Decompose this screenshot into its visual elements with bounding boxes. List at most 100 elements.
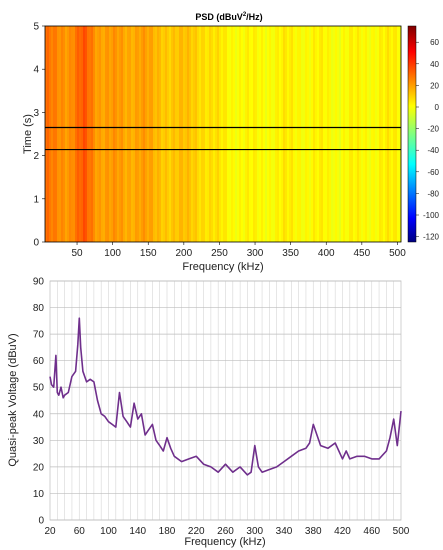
- heatmap-column: [155, 26, 158, 242]
- heatmap-column: [143, 26, 146, 242]
- heatmap-y-tick-label: 2: [33, 151, 39, 162]
- heatmap-column: [151, 26, 154, 242]
- heatmap-column: [255, 26, 258, 242]
- heatmap-column: [121, 26, 124, 242]
- heatmap-column: [83, 26, 86, 242]
- heatmap-column: [259, 26, 262, 242]
- heatmap-column: [105, 26, 108, 242]
- line-y-tick-label: 60: [33, 356, 45, 367]
- colorbar-tick-label: -40: [427, 146, 439, 155]
- colorbar: [407, 25, 417, 243]
- heatmap-y-tick-label: 0: [33, 238, 39, 249]
- heatmap-column: [55, 26, 58, 242]
- heatmap-column: [331, 26, 334, 242]
- heatmap-column: [161, 26, 164, 242]
- heatmap-column: [315, 26, 318, 242]
- heatmap-column: [187, 26, 190, 242]
- heatmap-column: [81, 26, 84, 242]
- heatmap-y-tick-label: 1: [33, 194, 39, 205]
- heatmap-column: [373, 26, 376, 242]
- heatmap-column: [225, 26, 228, 242]
- heatmap-column: [181, 26, 184, 242]
- heatmap-column: [229, 26, 232, 242]
- heatmap-column: [399, 26, 402, 242]
- heatmap-column: [321, 26, 324, 242]
- heatmap-column: [363, 26, 366, 242]
- line-y-axis-label: Quasi-peak Voltage (dBuV): [7, 333, 19, 466]
- heatmap-column: [241, 26, 244, 242]
- heatmap-column: [123, 26, 126, 242]
- line-y-ticks: 0 10 20 30 40 50 60 70 80 90: [33, 277, 45, 527]
- heatmap-column: [285, 26, 288, 242]
- line-x-tick-label: 20: [44, 526, 56, 537]
- colorbar-ticks: 60 40 20 0 -20 -40 -60 -80 -100 -120: [416, 38, 440, 242]
- heatmap-column: [209, 26, 212, 242]
- heatmap-column: [45, 26, 48, 242]
- heatmap-column: [49, 26, 52, 242]
- line-x-ticks: 20 60 100 140 180 220 260 300 340 380 420 460 500: [44, 526, 409, 537]
- colorbar-tick-label: 20: [430, 81, 439, 90]
- heatmap-column: [327, 26, 330, 242]
- heatmap-column: [57, 26, 60, 242]
- colorbar-tick-label: -120: [423, 233, 440, 242]
- heatmap-column: [59, 26, 62, 242]
- heatmap-marker-lines: [45, 126, 401, 151]
- heatmap-column: [283, 26, 286, 242]
- heatmap-column: [111, 26, 114, 242]
- heatmap-column: [397, 26, 400, 242]
- line-y-tick-label: 40: [33, 409, 45, 420]
- line-x-tick-label: 100: [100, 526, 117, 537]
- heatmap-column: [115, 26, 118, 242]
- heatmap-x-tick-label: 350: [282, 248, 299, 259]
- heatmap-frame: [44, 25, 402, 243]
- heatmap-column: [335, 26, 338, 242]
- heatmap-column: [61, 26, 64, 242]
- heatmap-column: [47, 26, 50, 242]
- heatmap-column: [129, 26, 132, 242]
- heatmap-column: [317, 26, 320, 242]
- heatmap-column: [77, 26, 80, 242]
- heatmap-column: [215, 26, 218, 242]
- heatmap-column: [271, 26, 274, 242]
- heatmap-column: [173, 26, 176, 242]
- heatmap-column: [93, 26, 96, 242]
- heatmap-column: [237, 26, 240, 242]
- line-x-axis-label: Frequency (kHz): [184, 536, 265, 548]
- heatmap-column: [387, 26, 390, 242]
- heatmap-column: [199, 26, 202, 242]
- heatmap-column: [355, 26, 358, 242]
- line-y-tick-label: 70: [33, 330, 45, 341]
- heatmap-column: [67, 26, 70, 242]
- heatmap-column: [205, 26, 208, 242]
- heatmap-column: [99, 26, 102, 242]
- heatmap-x-tick-label: 400: [318, 248, 335, 259]
- heatmap-column: [357, 26, 360, 242]
- heatmap-column: [97, 26, 100, 242]
- heatmap-y-tick-label: 3: [33, 108, 39, 119]
- heatmap-column: [307, 26, 310, 242]
- heatmap-column: [221, 26, 224, 242]
- heatmap-column: [247, 26, 250, 242]
- heatmap-column: [295, 26, 298, 242]
- heatmap-column: [251, 26, 254, 242]
- colorbar-tick-label: -80: [427, 189, 439, 198]
- heatmap-column: [223, 26, 226, 242]
- heatmap-column: [147, 26, 150, 242]
- heatmap-column: [337, 26, 340, 242]
- line-y-tick-label: 50: [33, 383, 45, 394]
- heatmap-column: [249, 26, 252, 242]
- heatmap-column: [231, 26, 234, 242]
- heatmap-column: [175, 26, 178, 242]
- heatmap-column: [109, 26, 112, 242]
- heatmap-column: [369, 26, 372, 242]
- heatmap-column: [71, 26, 74, 242]
- heatmap-column: [303, 26, 306, 242]
- heatmap-column: [365, 26, 368, 242]
- heatmap-column: [139, 26, 142, 242]
- heatmap-column: [311, 26, 314, 242]
- heatmap-column: [361, 26, 364, 242]
- heatmap-column: [213, 26, 216, 242]
- heatmap-column: [289, 26, 292, 242]
- heatmap-column: [153, 26, 156, 242]
